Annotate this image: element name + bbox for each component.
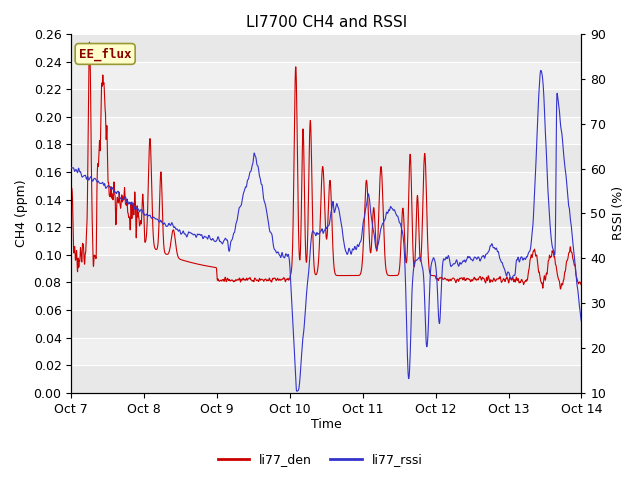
Bar: [71, 89, 581, 117]
Bar: [71, 117, 581, 144]
Legend: li77_den, li77_rssi: li77_den, li77_rssi: [212, 448, 428, 471]
Y-axis label: CH4 (ppm): CH4 (ppm): [15, 180, 28, 247]
Bar: [71, 255, 581, 282]
X-axis label: Time: Time: [311, 419, 342, 432]
Title: LI7700 CH4 and RSSI: LI7700 CH4 and RSSI: [246, 15, 407, 30]
Bar: [71, 337, 581, 365]
Bar: [71, 200, 581, 227]
Bar: [71, 282, 581, 310]
Y-axis label: RSSI (%): RSSI (%): [612, 186, 625, 240]
Bar: [71, 310, 581, 337]
Bar: [71, 227, 581, 255]
Bar: [71, 61, 581, 89]
Bar: [71, 34, 581, 61]
Bar: [71, 172, 581, 200]
Bar: [71, 365, 581, 393]
Text: EE_flux: EE_flux: [79, 47, 131, 60]
Bar: [71, 144, 581, 172]
